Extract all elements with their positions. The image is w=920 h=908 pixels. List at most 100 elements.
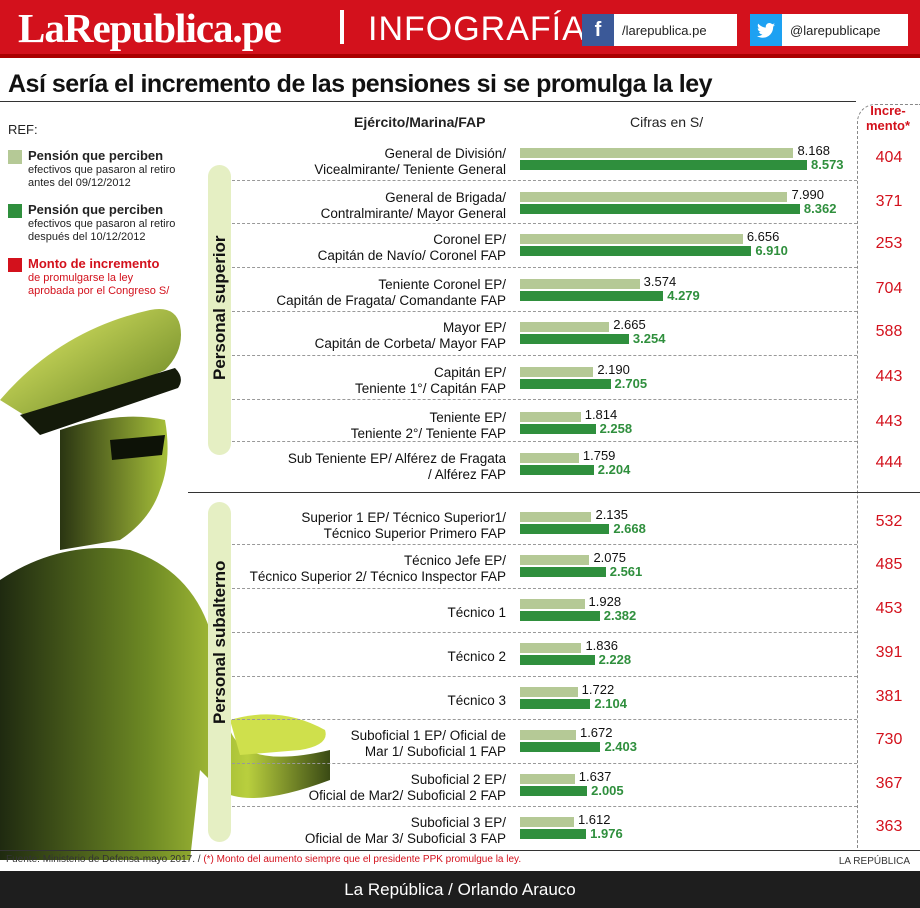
facebook-icon: f [582, 14, 614, 46]
title-underline [0, 101, 856, 102]
value-new-pension: 6.910 [755, 243, 788, 258]
value-old-pension: 2.135 [595, 507, 629, 522]
increment-value: 443 [875, 413, 903, 430]
increment-value: 532 [875, 513, 903, 530]
row-label-line: Técnico Jefe EP/ [403, 553, 506, 568]
row-label-line: Técnico 3 [447, 693, 506, 708]
bar-old-pension [520, 512, 592, 522]
value-old-pension: 1.814 [584, 407, 618, 422]
increment-value: 485 [875, 556, 903, 573]
row-divider [232, 399, 857, 400]
row-divider [232, 632, 857, 633]
row-label-line: Técnico 1 [447, 605, 506, 620]
row-divider [232, 355, 857, 356]
increment-value: 371 [875, 193, 903, 210]
group-label-subalterno: Personal subalterno [210, 560, 229, 724]
value-old-pension: 1.928 [588, 594, 622, 609]
increment-value: 453 [875, 600, 903, 617]
bar-old-pension [520, 774, 575, 784]
row-label-line: Coronel EP/ [433, 232, 506, 247]
row-label-line: Teniente 2°/ Teniente FAP [350, 426, 506, 441]
value-old-pension: 8.168 [797, 143, 830, 158]
infographic-title: Así sería el incremento de las pensiones… [8, 70, 713, 98]
value-new-pension: 8.362 [803, 201, 837, 216]
row-label: Sub Teniente EP/ Alférez de Fragata / Alf… [232, 451, 506, 483]
soldier-illustration [0, 309, 330, 860]
row-divider [232, 676, 857, 677]
row-label: Técnico 3 [232, 693, 506, 709]
legend-item-increment: Monto de incremento de promulgarse la le… [8, 256, 208, 298]
row-label-line: Superior 1 EP/ Técnico Superior1/ [301, 510, 506, 525]
footer-brand: LA REPÚBLICA [838, 856, 910, 867]
value-new-pension: 2.705 [614, 376, 648, 391]
row-label-line: Sub Teniente EP/ Alférez de Fragata [287, 451, 506, 466]
source-note: Fuente: Ministerio de Defensa-mayo 2017.… [6, 854, 521, 865]
bar-old-pension [520, 453, 579, 463]
twitter-link[interactable]: @larepublicape [750, 14, 908, 46]
row-label-line: Capitán EP/ [433, 365, 506, 380]
bar-old-pension [520, 234, 743, 244]
value-new-pension: 2.668 [613, 521, 646, 536]
legend-ref: REF: [8, 122, 38, 137]
facebook-link[interactable]: f /larepublica.pe [582, 14, 737, 46]
value-old-pension: 2.190 [597, 362, 630, 377]
bar-new-pension [520, 204, 800, 214]
bar-old-pension [520, 192, 788, 202]
value-new-pension: 2.228 [598, 652, 632, 667]
value-new-pension: 2.204 [597, 462, 631, 477]
legend-swatch-old [8, 150, 22, 164]
bar-new-pension [520, 699, 591, 709]
row-label: Suboficial 3 EP/Oficial de Mar 3/ Subofi… [232, 815, 506, 847]
bar-old-pension [520, 555, 590, 565]
row-divider [232, 311, 857, 312]
row-label-line: Vicealmirante/ Teniente General [314, 162, 506, 177]
row-divider [232, 588, 857, 589]
row-label-line: Capitán de Fragata/ Comandante FAP [276, 293, 506, 308]
increment-footnote: (*) Monto del aumento siempre que el pre… [203, 854, 522, 865]
row-label-line: Contralmirante/ Mayor General [320, 206, 506, 221]
increment-header-line: mento* [865, 118, 911, 133]
legend-swatch-new [8, 204, 22, 218]
increment-header-line: Incre- [870, 103, 906, 118]
legend-desc: aprobada por el Congreso S/ [28, 285, 170, 297]
increment-header: Incre- mento* [856, 103, 920, 133]
value-old-pension: 2.665 [613, 317, 646, 332]
row-divider [232, 180, 857, 181]
value-old-pension: 2.075 [593, 550, 626, 565]
legend-desc: de promulgarse la ley [28, 272, 134, 284]
row-divider [232, 806, 857, 807]
legend-desc: antes del 09/12/2012 [28, 177, 131, 189]
row-label: Técnico Jefe EP/Técnico Superior 2/ Técn… [232, 553, 506, 585]
row-label: Técnico 1 [232, 605, 506, 621]
row-label-line: Técnico Superior Primero FAP [323, 526, 506, 541]
row-label: General de Brigada/Contralmirante/ Mayor… [232, 190, 506, 222]
bar-old-pension [520, 817, 574, 827]
increment-value: 367 [875, 775, 903, 792]
value-old-pension: 1.637 [578, 769, 612, 784]
bar-old-pension [520, 279, 640, 289]
units-label: Cifras en S/ [630, 114, 704, 130]
legend-title: Pensión que perciben [28, 148, 164, 163]
bar-old-pension [520, 322, 610, 332]
row-label: Mayor EP/Capitán de Corbeta/ Mayor FAP [232, 320, 506, 352]
header-bar: LaRepublica.pe INFOGRAFÍA f /larepublica… [0, 0, 920, 58]
bar-new-pension [520, 291, 664, 301]
increment-value: 381 [875, 688, 903, 705]
twitter-icon [750, 14, 782, 46]
row-label-line: General de División/ [384, 146, 506, 161]
row-label: Teniente Coronel EP/Capitán de Fragata/ … [232, 277, 506, 309]
row-label-line: Capitán de Corbeta/ Mayor FAP [314, 336, 506, 351]
increment-value: 253 [875, 235, 903, 252]
site-logo[interactable]: LaRepublica.pe [18, 5, 282, 51]
bar-new-pension [520, 379, 611, 389]
twitter-handle: @larepublicape [790, 22, 881, 38]
row-label-line: Suboficial 2 EP/ [410, 772, 506, 787]
group-box-superior [208, 165, 231, 455]
value-new-pension: 1.976 [590, 826, 623, 841]
row-label: Técnico 2 [232, 649, 506, 665]
row-divider [232, 441, 857, 442]
bar-new-pension [520, 829, 587, 839]
row-label-line: Teniente Coronel EP/ [378, 277, 506, 292]
row-divider [232, 544, 857, 545]
